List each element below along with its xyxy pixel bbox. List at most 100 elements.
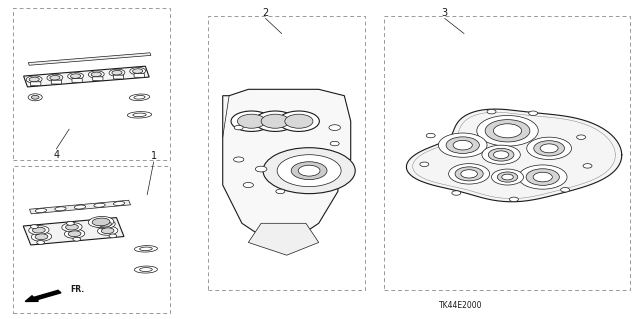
- Ellipse shape: [129, 94, 150, 100]
- Ellipse shape: [132, 69, 143, 73]
- FancyBboxPatch shape: [51, 80, 61, 84]
- Circle shape: [28, 94, 42, 101]
- Circle shape: [31, 95, 39, 99]
- Ellipse shape: [31, 232, 52, 241]
- Polygon shape: [23, 218, 124, 245]
- Bar: [384, 16, 630, 290]
- Circle shape: [526, 169, 559, 185]
- Circle shape: [255, 166, 267, 172]
- Text: FR.: FR.: [70, 285, 84, 294]
- Ellipse shape: [50, 76, 60, 80]
- Circle shape: [509, 197, 518, 202]
- Circle shape: [263, 148, 355, 194]
- Text: 4: 4: [53, 150, 60, 160]
- Text: 1: 1: [150, 151, 157, 161]
- Ellipse shape: [109, 69, 125, 76]
- Text: 3: 3: [442, 8, 448, 18]
- Ellipse shape: [94, 203, 105, 207]
- Ellipse shape: [97, 226, 118, 235]
- Circle shape: [329, 125, 340, 130]
- Text: TK44E2000: TK44E2000: [439, 301, 483, 310]
- FancyBboxPatch shape: [72, 78, 83, 82]
- Circle shape: [487, 109, 496, 114]
- Ellipse shape: [134, 266, 157, 273]
- Circle shape: [255, 111, 296, 131]
- Circle shape: [502, 174, 513, 180]
- Ellipse shape: [29, 226, 49, 235]
- Circle shape: [31, 225, 38, 228]
- Circle shape: [455, 167, 483, 181]
- FancyArrow shape: [25, 290, 61, 301]
- Ellipse shape: [33, 227, 45, 233]
- Circle shape: [234, 157, 244, 162]
- Circle shape: [449, 164, 490, 184]
- Circle shape: [488, 148, 514, 161]
- Circle shape: [298, 165, 320, 176]
- Polygon shape: [24, 66, 149, 87]
- Circle shape: [452, 191, 461, 195]
- Circle shape: [291, 162, 327, 180]
- Circle shape: [234, 125, 243, 130]
- Circle shape: [561, 188, 570, 192]
- Ellipse shape: [134, 246, 157, 252]
- Polygon shape: [28, 53, 151, 65]
- Ellipse shape: [113, 202, 125, 205]
- Circle shape: [243, 182, 253, 188]
- Circle shape: [518, 165, 567, 189]
- Ellipse shape: [68, 231, 81, 237]
- Ellipse shape: [29, 77, 39, 82]
- Circle shape: [477, 115, 538, 146]
- Circle shape: [420, 162, 429, 167]
- Ellipse shape: [68, 72, 84, 80]
- Polygon shape: [406, 109, 621, 202]
- Circle shape: [276, 189, 285, 194]
- Circle shape: [540, 144, 558, 153]
- Ellipse shape: [130, 68, 146, 75]
- Circle shape: [461, 170, 477, 178]
- Ellipse shape: [55, 207, 66, 211]
- Circle shape: [231, 111, 272, 131]
- Circle shape: [426, 133, 435, 138]
- Ellipse shape: [91, 72, 101, 77]
- Circle shape: [497, 172, 518, 182]
- Circle shape: [493, 124, 522, 138]
- Polygon shape: [223, 89, 351, 242]
- FancyBboxPatch shape: [93, 77, 103, 81]
- Ellipse shape: [26, 76, 42, 83]
- Circle shape: [583, 164, 592, 168]
- Circle shape: [277, 155, 341, 187]
- FancyBboxPatch shape: [31, 82, 41, 86]
- Circle shape: [278, 111, 319, 131]
- Polygon shape: [29, 200, 131, 214]
- Bar: [13, 166, 170, 313]
- Ellipse shape: [140, 268, 152, 271]
- Circle shape: [492, 169, 524, 185]
- Circle shape: [438, 133, 487, 157]
- Circle shape: [493, 151, 509, 159]
- Ellipse shape: [88, 71, 104, 78]
- Bar: [208, 16, 365, 290]
- Ellipse shape: [65, 229, 84, 238]
- Circle shape: [73, 237, 81, 241]
- Circle shape: [237, 114, 266, 128]
- Ellipse shape: [101, 228, 114, 234]
- Circle shape: [67, 221, 74, 225]
- Ellipse shape: [74, 205, 86, 209]
- FancyBboxPatch shape: [134, 73, 145, 77]
- Circle shape: [533, 172, 552, 182]
- Circle shape: [482, 145, 520, 164]
- Circle shape: [285, 114, 313, 128]
- Ellipse shape: [99, 221, 111, 227]
- Ellipse shape: [35, 209, 47, 212]
- Text: 2: 2: [262, 8, 269, 18]
- Ellipse shape: [133, 113, 146, 117]
- Circle shape: [485, 120, 530, 142]
- Ellipse shape: [112, 70, 122, 75]
- Circle shape: [529, 111, 538, 115]
- Circle shape: [261, 114, 289, 128]
- Circle shape: [109, 234, 116, 238]
- Ellipse shape: [47, 74, 63, 81]
- Circle shape: [446, 137, 479, 153]
- Circle shape: [37, 241, 45, 244]
- Ellipse shape: [65, 224, 78, 230]
